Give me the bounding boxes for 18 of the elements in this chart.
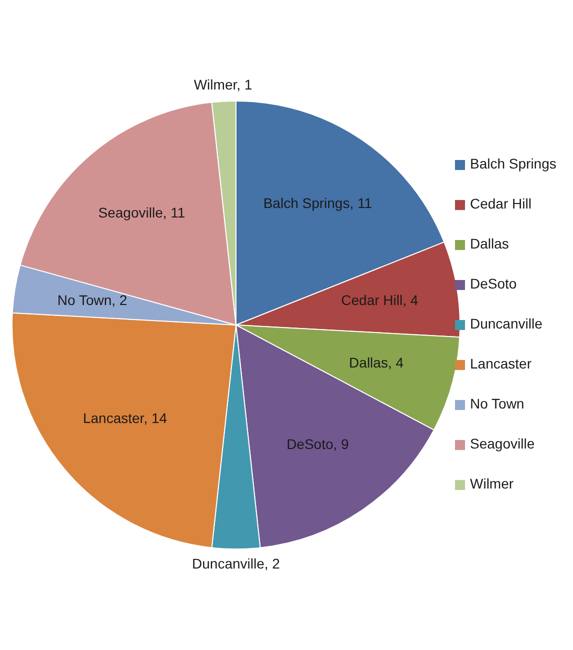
- data-label: Wilmer, 1: [194, 76, 252, 92]
- legend-label: Balch Springs: [470, 156, 556, 172]
- data-label: Dallas, 4: [349, 354, 404, 371]
- data-label: Lancaster, 14: [83, 410, 168, 426]
- data-label: No Town, 2: [57, 292, 128, 308]
- legend-label: DeSoto: [470, 276, 517, 292]
- data-label: Cedar Hill, 4: [341, 292, 418, 308]
- legend-label: Wilmer: [470, 476, 514, 492]
- legend-label: Seagoville: [470, 436, 535, 452]
- legend-label: Dallas: [470, 236, 509, 252]
- data-label: Duncanville, 2: [192, 555, 280, 572]
- data-label: Seagoville, 11: [98, 204, 186, 221]
- legend-label: Duncanville: [470, 316, 543, 332]
- legend-label: No Town: [470, 396, 524, 412]
- data-label: Balch Springs, 11: [263, 195, 372, 212]
- legend-label: Lancaster: [470, 356, 532, 372]
- data-label: DeSoto, 9: [286, 436, 350, 452]
- legend-label: Cedar Hill: [470, 196, 532, 212]
